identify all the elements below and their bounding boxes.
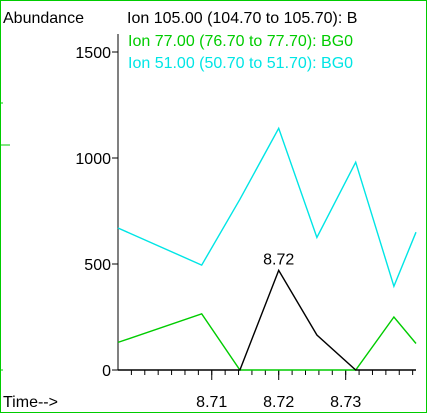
x-axis-label: Time--> (3, 394, 58, 411)
series-layer (117, 126, 417, 371)
y-axis-label: Abundance (3, 10, 84, 27)
x-tick-label: 8.73 (330, 394, 361, 411)
legend-entry-ion77: Ion 77.00 (76.70 to 77.70): BG0 (128, 33, 353, 50)
axes: 0 500 1000 1500 8.71 8.72 8.73 (75, 34, 416, 411)
x-tick-label: 8.72 (263, 394, 294, 411)
x-tick-label: 8.71 (196, 394, 227, 411)
series-line-ion105 (118, 268, 416, 371)
series-line-ion51 (117, 126, 417, 289)
peak-annotation: 8.72 (263, 251, 294, 268)
legend-entry-ion105: Ion 105.00 (104.70 to 105.70): B (127, 10, 357, 27)
y-tick-label: 500 (84, 257, 111, 274)
y-tick-label: 1500 (75, 45, 111, 62)
y-tick-label: 1000 (75, 151, 111, 168)
legend: Ion 105.00 (104.70 to 105.70): B Ion 77.0… (127, 10, 357, 72)
y-tick-label: 0 (102, 363, 111, 380)
legend-entry-ion51: Ion 51.00 (50.70 to 51.70): BG0 (128, 55, 353, 72)
plot-area: 0 500 1000 1500 8.71 8.72 8.73 8.72 (75, 34, 417, 411)
series-line-ion77 (117, 312, 417, 371)
annotation-layer: 8.72 (263, 251, 294, 268)
